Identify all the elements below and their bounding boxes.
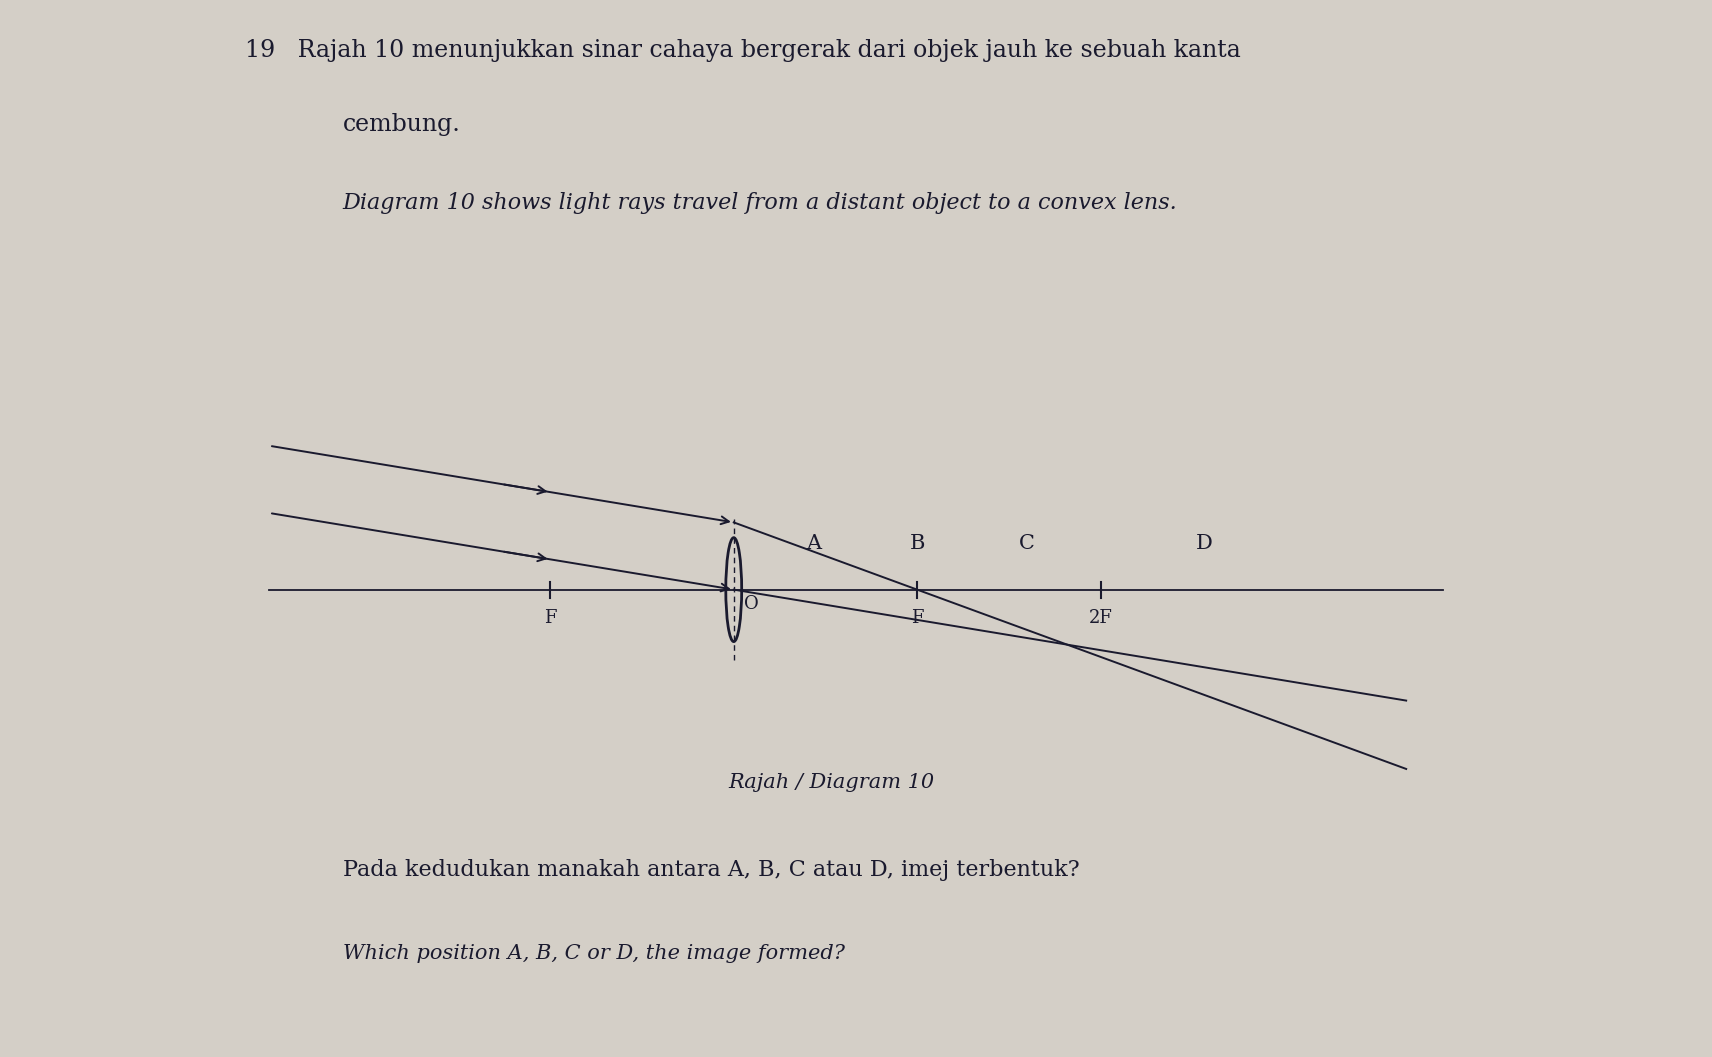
Text: F: F [911,609,923,627]
Text: Rajah / Diagram 10: Rajah / Diagram 10 [729,773,935,792]
Text: Which position A, B, C or D, the image formed?: Which position A, B, C or D, the image f… [342,944,844,963]
Text: 19   Rajah 10 menunjukkan sinar cahaya bergerak dari objek jauh ke sebuah kanta: 19 Rajah 10 menunjukkan sinar cahaya ber… [245,39,1241,62]
Text: F: F [544,609,556,627]
Text: A: A [806,534,820,553]
Text: Diagram 10 shows light rays travel from a distant object to a convex lens.: Diagram 10 shows light rays travel from … [342,192,1178,215]
Text: D: D [1197,534,1212,553]
Text: cembung.: cembung. [342,113,461,135]
Text: B: B [909,534,924,553]
Text: 2F: 2F [1089,609,1113,627]
Text: C: C [1019,534,1036,553]
Text: Pada kedudukan manakah antara A, B, C atau D, imej terbentuk?: Pada kedudukan manakah antara A, B, C at… [342,858,1079,880]
Text: O: O [743,594,758,612]
